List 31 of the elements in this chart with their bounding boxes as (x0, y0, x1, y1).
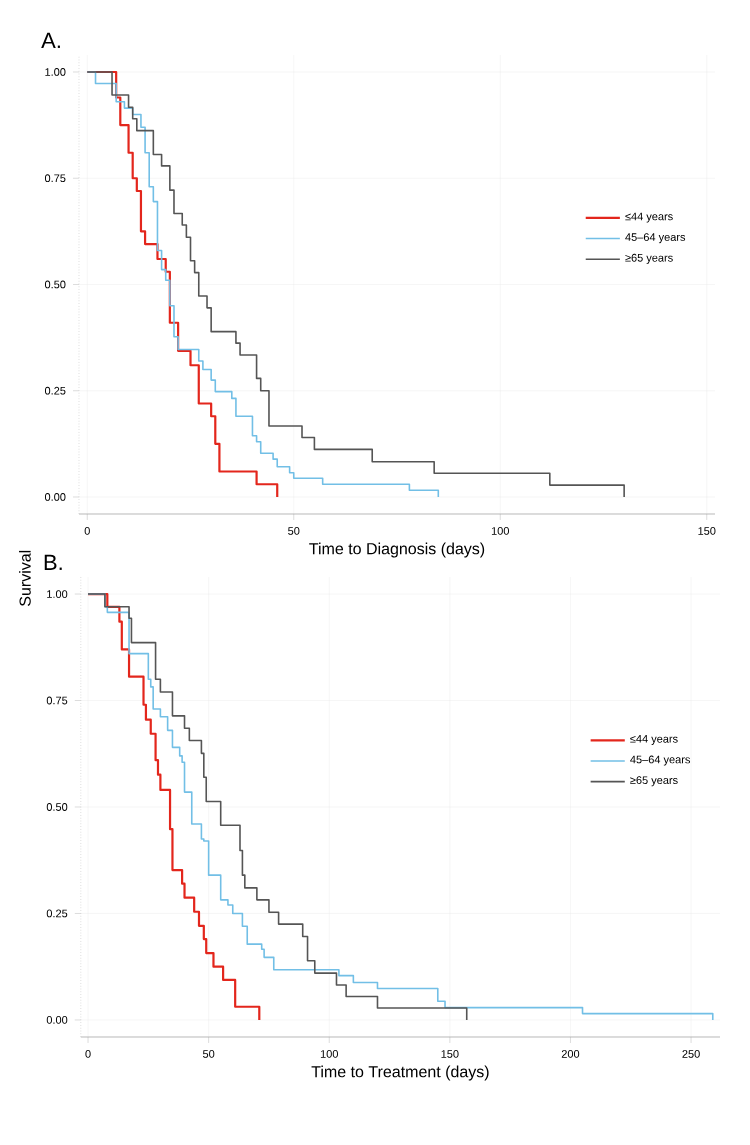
legend-label: ≤44 years (625, 212, 673, 223)
y-tick-label: 0.50 (46, 803, 68, 811)
x-tick-label: 50 (202, 1050, 215, 1058)
x-tick-label: 250 (682, 1050, 700, 1058)
x-axis-title: Time to Diagnosis (days) (309, 542, 485, 558)
x-tick-label: 0 (84, 527, 90, 535)
chart-title: B. (44, 554, 62, 570)
x-tick-label: 100 (491, 527, 509, 535)
x-tick-label: 150 (698, 527, 716, 535)
y-tick-label: 0.75 (46, 696, 68, 705)
y-axis-title: Survival (19, 550, 31, 606)
x-tick-label: 100 (320, 1050, 338, 1058)
x-tick-label: 50 (288, 527, 300, 535)
y-tick-label: 0.75 (44, 174, 66, 183)
y-tick-label: 0.50 (44, 280, 66, 289)
x-tick-label: 200 (561, 1050, 580, 1058)
legend-label: ≥65 years (625, 253, 673, 264)
x-tick-label: 150 (441, 1050, 459, 1058)
x-tick-label: 0 (85, 1050, 91, 1058)
legend-label: ≥65 years (630, 776, 678, 787)
y-tick-label: 1.00 (45, 68, 66, 76)
chart-title: A. (41, 32, 60, 48)
y-tick-label: 0.25 (44, 386, 66, 395)
legend-label: ≤44 years (630, 735, 678, 745)
y-tick-label: 0.25 (46, 909, 68, 918)
legend-label: 45–64 years (625, 233, 686, 244)
y-tick-label: 1.00 (47, 590, 68, 598)
y-tick-label: 0.00 (46, 1016, 68, 1024)
legend-label: 45–64 years (630, 755, 691, 766)
y-tick-label: 0.00 (44, 493, 66, 501)
x-axis-title: Time to Treatment (days) (311, 1065, 489, 1081)
